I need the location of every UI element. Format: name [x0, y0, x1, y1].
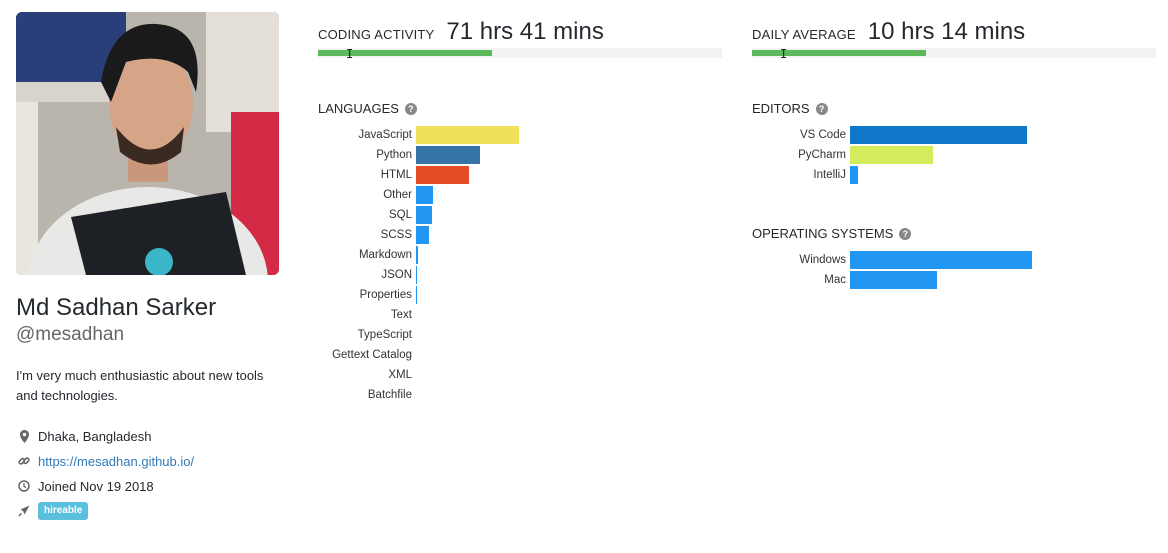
editors-chart: VS Code PyCharm IntelliJ: [736, 126, 1156, 186]
help-icon[interactable]: ?: [899, 227, 912, 240]
joined-row: Joined Nov 19 2018: [18, 477, 154, 495]
map-marker-icon: [18, 429, 30, 443]
bar[interactable]: [850, 251, 1032, 269]
bar[interactable]: [416, 206, 432, 224]
help-icon[interactable]: ?: [815, 102, 828, 115]
bar-row: TypeScript: [302, 326, 412, 344]
bar-row: Gettext Catalog: [302, 346, 412, 364]
bar-label: Mac: [824, 274, 846, 286]
joined-text: Joined Nov 19 2018: [38, 478, 154, 494]
bar-row: XML: [302, 366, 412, 384]
bar-row: JSON: [302, 266, 417, 284]
bar-label: HTML: [380, 169, 412, 181]
bar-row: JavaScript: [302, 126, 519, 144]
bar[interactable]: [416, 266, 417, 284]
editors-title-text: EDITORS: [752, 101, 810, 116]
bar-label: Python: [376, 149, 412, 161]
bar[interactable]: [416, 286, 417, 304]
bar-label: JavaScript: [358, 129, 412, 141]
os-title: OPERATING SYSTEMS ?: [752, 226, 912, 241]
bar-row: SCSS: [302, 226, 429, 244]
bar-label: IntelliJ: [813, 169, 846, 181]
bar-label: Properties: [359, 289, 412, 301]
bar-row: Windows: [736, 251, 1032, 269]
bar[interactable]: [416, 166, 469, 184]
editors-title: EDITORS ?: [752, 101, 828, 116]
bar-row: VS Code: [736, 126, 1027, 144]
location-text: Dhaka, Bangladesh: [38, 428, 152, 444]
bar[interactable]: [416, 126, 519, 144]
bar-row: Batchfile: [302, 386, 412, 404]
bar-row: Text: [302, 306, 412, 324]
bar[interactable]: [850, 146, 933, 164]
text-cursor-icon: I: [780, 47, 788, 61]
bar-label: VS Code: [799, 129, 846, 141]
hireable-row: hireable: [18, 502, 89, 520]
daily-average: DAILY AVERAGE 10 hrs 14 mins I: [752, 18, 1156, 61]
daily-average-progress: [752, 50, 926, 56]
coding-activity-track: [318, 48, 722, 58]
bar-label: Gettext Catalog: [332, 349, 412, 361]
bar-label: XML: [388, 369, 412, 381]
bar-row: Properties: [302, 286, 417, 304]
coding-activity-label: CODING ACTIVITY: [318, 27, 435, 42]
coding-activity: CODING ACTIVITY 71 hrs 41 mins I: [318, 18, 722, 61]
bar-row: Markdown: [302, 246, 418, 264]
link-icon: [18, 454, 30, 468]
profile-photo: [16, 12, 279, 275]
hireable-badge: hireable: [38, 502, 89, 520]
bar-row: PyCharm: [736, 146, 933, 164]
os-title-text: OPERATING SYSTEMS: [752, 226, 894, 241]
bar[interactable]: [416, 226, 429, 244]
help-icon[interactable]: ?: [404, 102, 417, 115]
languages-chart: JavaScript Python HTML Other SQL SCSS Markdown…: [302, 126, 722, 406]
bar-label: JSON: [381, 269, 412, 281]
website-row: https://mesadhan.github.io/: [18, 452, 194, 470]
text-cursor-icon: I: [346, 47, 354, 61]
coding-activity-value: 71 hrs 41 mins: [446, 18, 604, 45]
profile-name: Md Sadhan Sarker: [16, 294, 217, 321]
clock-icon: [18, 479, 30, 493]
languages-title-text: LANGUAGES: [318, 101, 399, 116]
daily-average-label: DAILY AVERAGE: [752, 27, 856, 42]
bar-label: SQL: [388, 209, 412, 221]
bar-label: SCSS: [380, 229, 412, 241]
bar-label: Markdown: [358, 249, 412, 261]
avatar: [16, 12, 279, 275]
bar[interactable]: [850, 126, 1027, 144]
bar[interactable]: [416, 246, 418, 264]
rocket-icon: [18, 504, 30, 518]
bar-label: Windows: [799, 254, 846, 266]
bar-label: Text: [390, 309, 412, 321]
os-chart: Windows Mac: [736, 251, 1156, 291]
bar[interactable]: [416, 186, 433, 204]
bar[interactable]: [416, 146, 480, 164]
profile-handle: @mesadhan: [16, 324, 125, 345]
bar-row: Mac: [736, 271, 937, 289]
languages-title: LANGUAGES ?: [318, 101, 417, 116]
coding-activity-progress: [318, 50, 492, 56]
bar[interactable]: [850, 271, 937, 289]
bar-label: Batchfile: [367, 389, 412, 401]
bar[interactable]: [850, 166, 858, 184]
bar-row: HTML: [302, 166, 469, 184]
bar-label: TypeScript: [357, 329, 412, 341]
website-link[interactable]: https://mesadhan.github.io/: [38, 453, 195, 469]
bar-row: SQL: [302, 206, 432, 224]
bar-row: IntelliJ: [736, 166, 858, 184]
bar-label: Other: [383, 189, 412, 201]
bar-row: Python: [302, 146, 480, 164]
bar-label: PyCharm: [798, 149, 846, 161]
daily-average-track: [752, 48, 1156, 58]
bar-row: Other: [302, 186, 433, 204]
location-row: Dhaka, Bangladesh: [18, 427, 151, 445]
daily-average-value: 10 hrs 14 mins: [867, 18, 1026, 45]
profile-bio: I'm very much enthusiastic about new too…: [16, 368, 264, 403]
